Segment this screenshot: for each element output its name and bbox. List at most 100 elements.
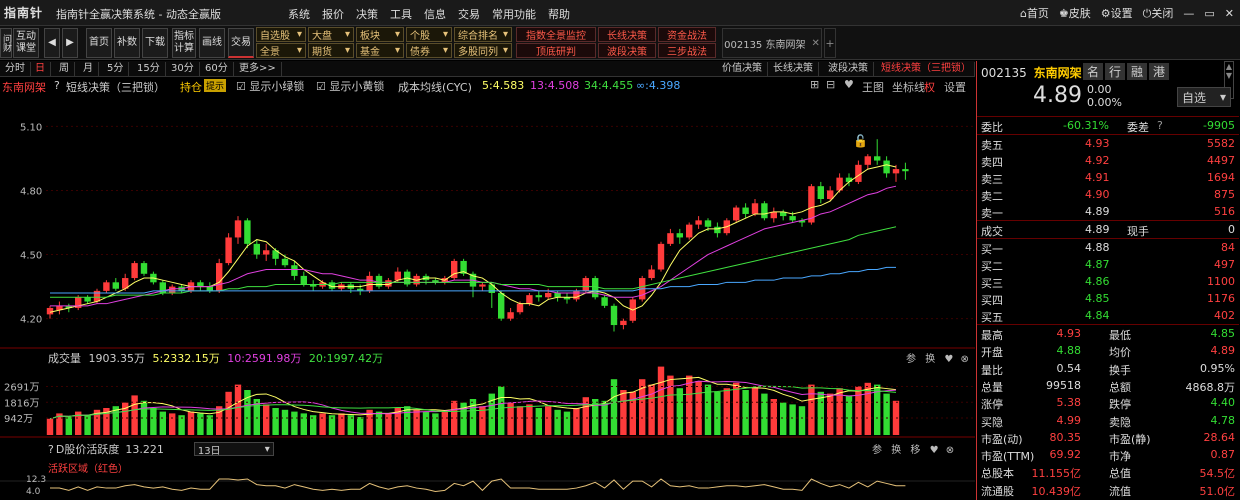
coord-line-button[interactable]: 坐标线 xyxy=(892,81,925,94)
maximize-button[interactable]: ▭ xyxy=(1204,6,1215,20)
period-30min[interactable]: 30分 xyxy=(166,62,200,76)
watchlist-select[interactable]: 自选 ▾ xyxy=(1177,87,1231,107)
volume-bar xyxy=(639,379,646,435)
menu-system[interactable]: 系统 xyxy=(288,8,310,21)
ask-row[interactable]: 卖三 4.91 1694 xyxy=(977,169,1239,186)
help-icon[interactable]: ? xyxy=(54,79,60,92)
back-button[interactable]: ◀ xyxy=(44,28,60,58)
settings-button[interactable]: ⚙设置 xyxy=(1100,7,1133,20)
draw-line-button[interactable]: 画线 xyxy=(199,28,225,58)
period-more[interactable]: 更多>> xyxy=(234,62,282,76)
band-decision-button[interactable]: 波段决策 xyxy=(598,43,656,58)
menu-help[interactable]: 帮助 xyxy=(548,8,570,21)
tab-band-decision[interactable]: 波段决策 xyxy=(823,62,874,76)
menu-quote[interactable]: 报价 xyxy=(322,8,344,21)
long-decision-button[interactable]: 长线决策 xyxy=(598,27,656,42)
activity-help-icon[interactable]: ? xyxy=(48,442,54,456)
volume-close-icon[interactable]: ⊗ xyxy=(960,354,969,365)
rights-button[interactable]: 权 xyxy=(924,81,935,94)
home-page-button[interactable]: 首页 xyxy=(86,28,112,58)
volume-switch-button[interactable]: 换 xyxy=(925,354,936,365)
close-tab-icon[interactable]: ✕ xyxy=(811,37,820,49)
tab-short-decision[interactable]: 短线决策（三把锁） xyxy=(876,62,975,76)
period-timeshare[interactable]: 分时 xyxy=(0,62,31,76)
volume-heart-icon[interactable]: ♥ xyxy=(944,354,954,365)
watchlist-button[interactable]: 自选股 ▾ xyxy=(256,27,306,42)
menu-tools[interactable]: 工具 xyxy=(390,8,412,21)
minimize-button[interactable]: — xyxy=(1183,6,1195,20)
menu-trade[interactable]: 交易 xyxy=(458,8,480,21)
activity-close-icon[interactable]: ⊗ xyxy=(945,445,955,456)
forward-button[interactable]: ▶ xyxy=(62,28,78,58)
wencai-button[interactable]: 问财 xyxy=(0,28,12,58)
interactive-class-button[interactable]: 互动课堂 xyxy=(13,28,39,58)
show-green-lock-checkbox[interactable]: ☑ 显示小绿锁 xyxy=(236,80,305,93)
fund-button[interactable]: 基金 ▾ xyxy=(356,43,404,58)
bid-row[interactable]: 买二 4.87 497 xyxy=(977,256,1239,273)
trade-button[interactable]: 交易 xyxy=(228,28,254,58)
zoom-in-button[interactable]: ⊞ xyxy=(810,78,820,91)
indicator-calc-button[interactable]: 指标计算 xyxy=(172,28,196,58)
activity-param-button[interactable]: 参 xyxy=(872,445,882,456)
fund-tactic-button[interactable]: 资金战法 xyxy=(658,27,716,42)
ask-row[interactable]: 卖四 4.92 4497 xyxy=(977,152,1239,169)
period-5min[interactable]: 5分 xyxy=(102,62,130,76)
candle xyxy=(122,278,129,289)
menu-info[interactable]: 信息 xyxy=(424,8,446,21)
period-60min[interactable]: 60分 xyxy=(200,62,234,76)
tag-margin[interactable]: 融 xyxy=(1127,63,1148,80)
three-step-button[interactable]: 三步战法 xyxy=(658,43,716,58)
menu-common[interactable]: 常用功能 xyxy=(492,8,536,21)
indicator-name[interactable]: 短线决策（三把锁） xyxy=(66,81,165,94)
add-tab-button[interactable]: + xyxy=(824,28,836,58)
stock-tab[interactable]: 002135 东南网架 ✕ xyxy=(722,28,822,58)
sector-button[interactable]: 板块 ▾ xyxy=(356,27,404,42)
panorama-button[interactable]: 全景 ▾ xyxy=(256,43,306,58)
index-monitor-button[interactable]: 指数全景监控 xyxy=(516,27,596,42)
hint-badge[interactable]: 提示 xyxy=(204,79,227,92)
home-button[interactable]: ⌂首页 xyxy=(1019,7,1049,20)
bid-row[interactable]: 买四 4.85 1176 xyxy=(977,290,1239,307)
multi-stock-button[interactable]: 多股同列 ▾ xyxy=(454,43,512,58)
top-bottom-button[interactable]: 顶底研判 xyxy=(516,43,596,58)
chart-area[interactable]: 5.10 4.80 4.50 4.20 🔓 2691万 1816万 942万 12.3 4.… xyxy=(0,95,975,500)
close-button[interactable]: ✕ xyxy=(1224,6,1234,20)
zoom-out-button[interactable]: ⊟ xyxy=(826,78,836,91)
bid-row[interactable]: 买三 4.86 1100 xyxy=(977,273,1239,290)
bid-row[interactable]: 买五 4.84 402 xyxy=(977,307,1239,324)
market-button[interactable]: 大盘 ▾ xyxy=(308,27,354,42)
wangtu-button[interactable]: 王图 xyxy=(862,81,884,94)
ask-row[interactable]: 卖五 4.93 5582 xyxy=(977,135,1239,152)
bond-button[interactable]: 债券 ▾ xyxy=(406,43,452,58)
activity-move-button[interactable]: 移 xyxy=(910,445,921,456)
tag-industry[interactable]: 行 xyxy=(1105,63,1126,80)
futures-button[interactable]: 期货 ▾ xyxy=(308,43,354,58)
price-pct: 0.00% xyxy=(1087,96,1122,109)
activity-switch-button[interactable]: 换 xyxy=(891,445,902,456)
stock-button[interactable]: 个股 ▾ xyxy=(406,27,452,42)
tag-hk[interactable]: 港 xyxy=(1149,63,1170,80)
period-month[interactable]: 月 xyxy=(78,62,99,76)
activity-period-select[interactable]: 13日 ▾ xyxy=(193,442,274,457)
bid-row[interactable]: 买一 4.88 84 xyxy=(977,239,1239,256)
activity-heart-icon[interactable]: ♥ xyxy=(929,445,939,456)
tab-long-decision[interactable]: 长线决策 xyxy=(768,62,819,76)
period-week[interactable]: 周 xyxy=(54,62,75,76)
menu-decision[interactable]: 决策 xyxy=(356,8,378,21)
tab-value-decision[interactable]: 价值决策 xyxy=(717,62,768,76)
patch-data-button[interactable]: 补数 xyxy=(114,28,140,58)
favorite-heart-icon[interactable]: ♥ xyxy=(844,78,854,91)
period-day[interactable]: 日 xyxy=(30,62,51,76)
period-15min[interactable]: 15分 xyxy=(132,62,166,76)
setting-button[interactable]: 设置 xyxy=(944,81,966,94)
ranking-button[interactable]: 综合排名 ▾ xyxy=(454,27,512,42)
close-app-button[interactable]: ⏻关闭 xyxy=(1142,7,1174,20)
volume-param-button[interactable]: 参 xyxy=(906,354,916,365)
tag-name[interactable]: 名 xyxy=(1083,63,1104,80)
ask-row[interactable]: 卖二 4.90 875 xyxy=(977,186,1239,203)
ask-row[interactable]: 卖一 4.89 516 xyxy=(977,203,1239,220)
download-button[interactable]: 下载 xyxy=(142,28,168,58)
show-yellow-lock-checkbox[interactable]: ☑ 显示小黄锁 xyxy=(316,80,385,93)
weicha-help-icon[interactable]: ? xyxy=(1157,119,1163,132)
skin-button[interactable]: ♚皮肤 xyxy=(1058,7,1091,20)
